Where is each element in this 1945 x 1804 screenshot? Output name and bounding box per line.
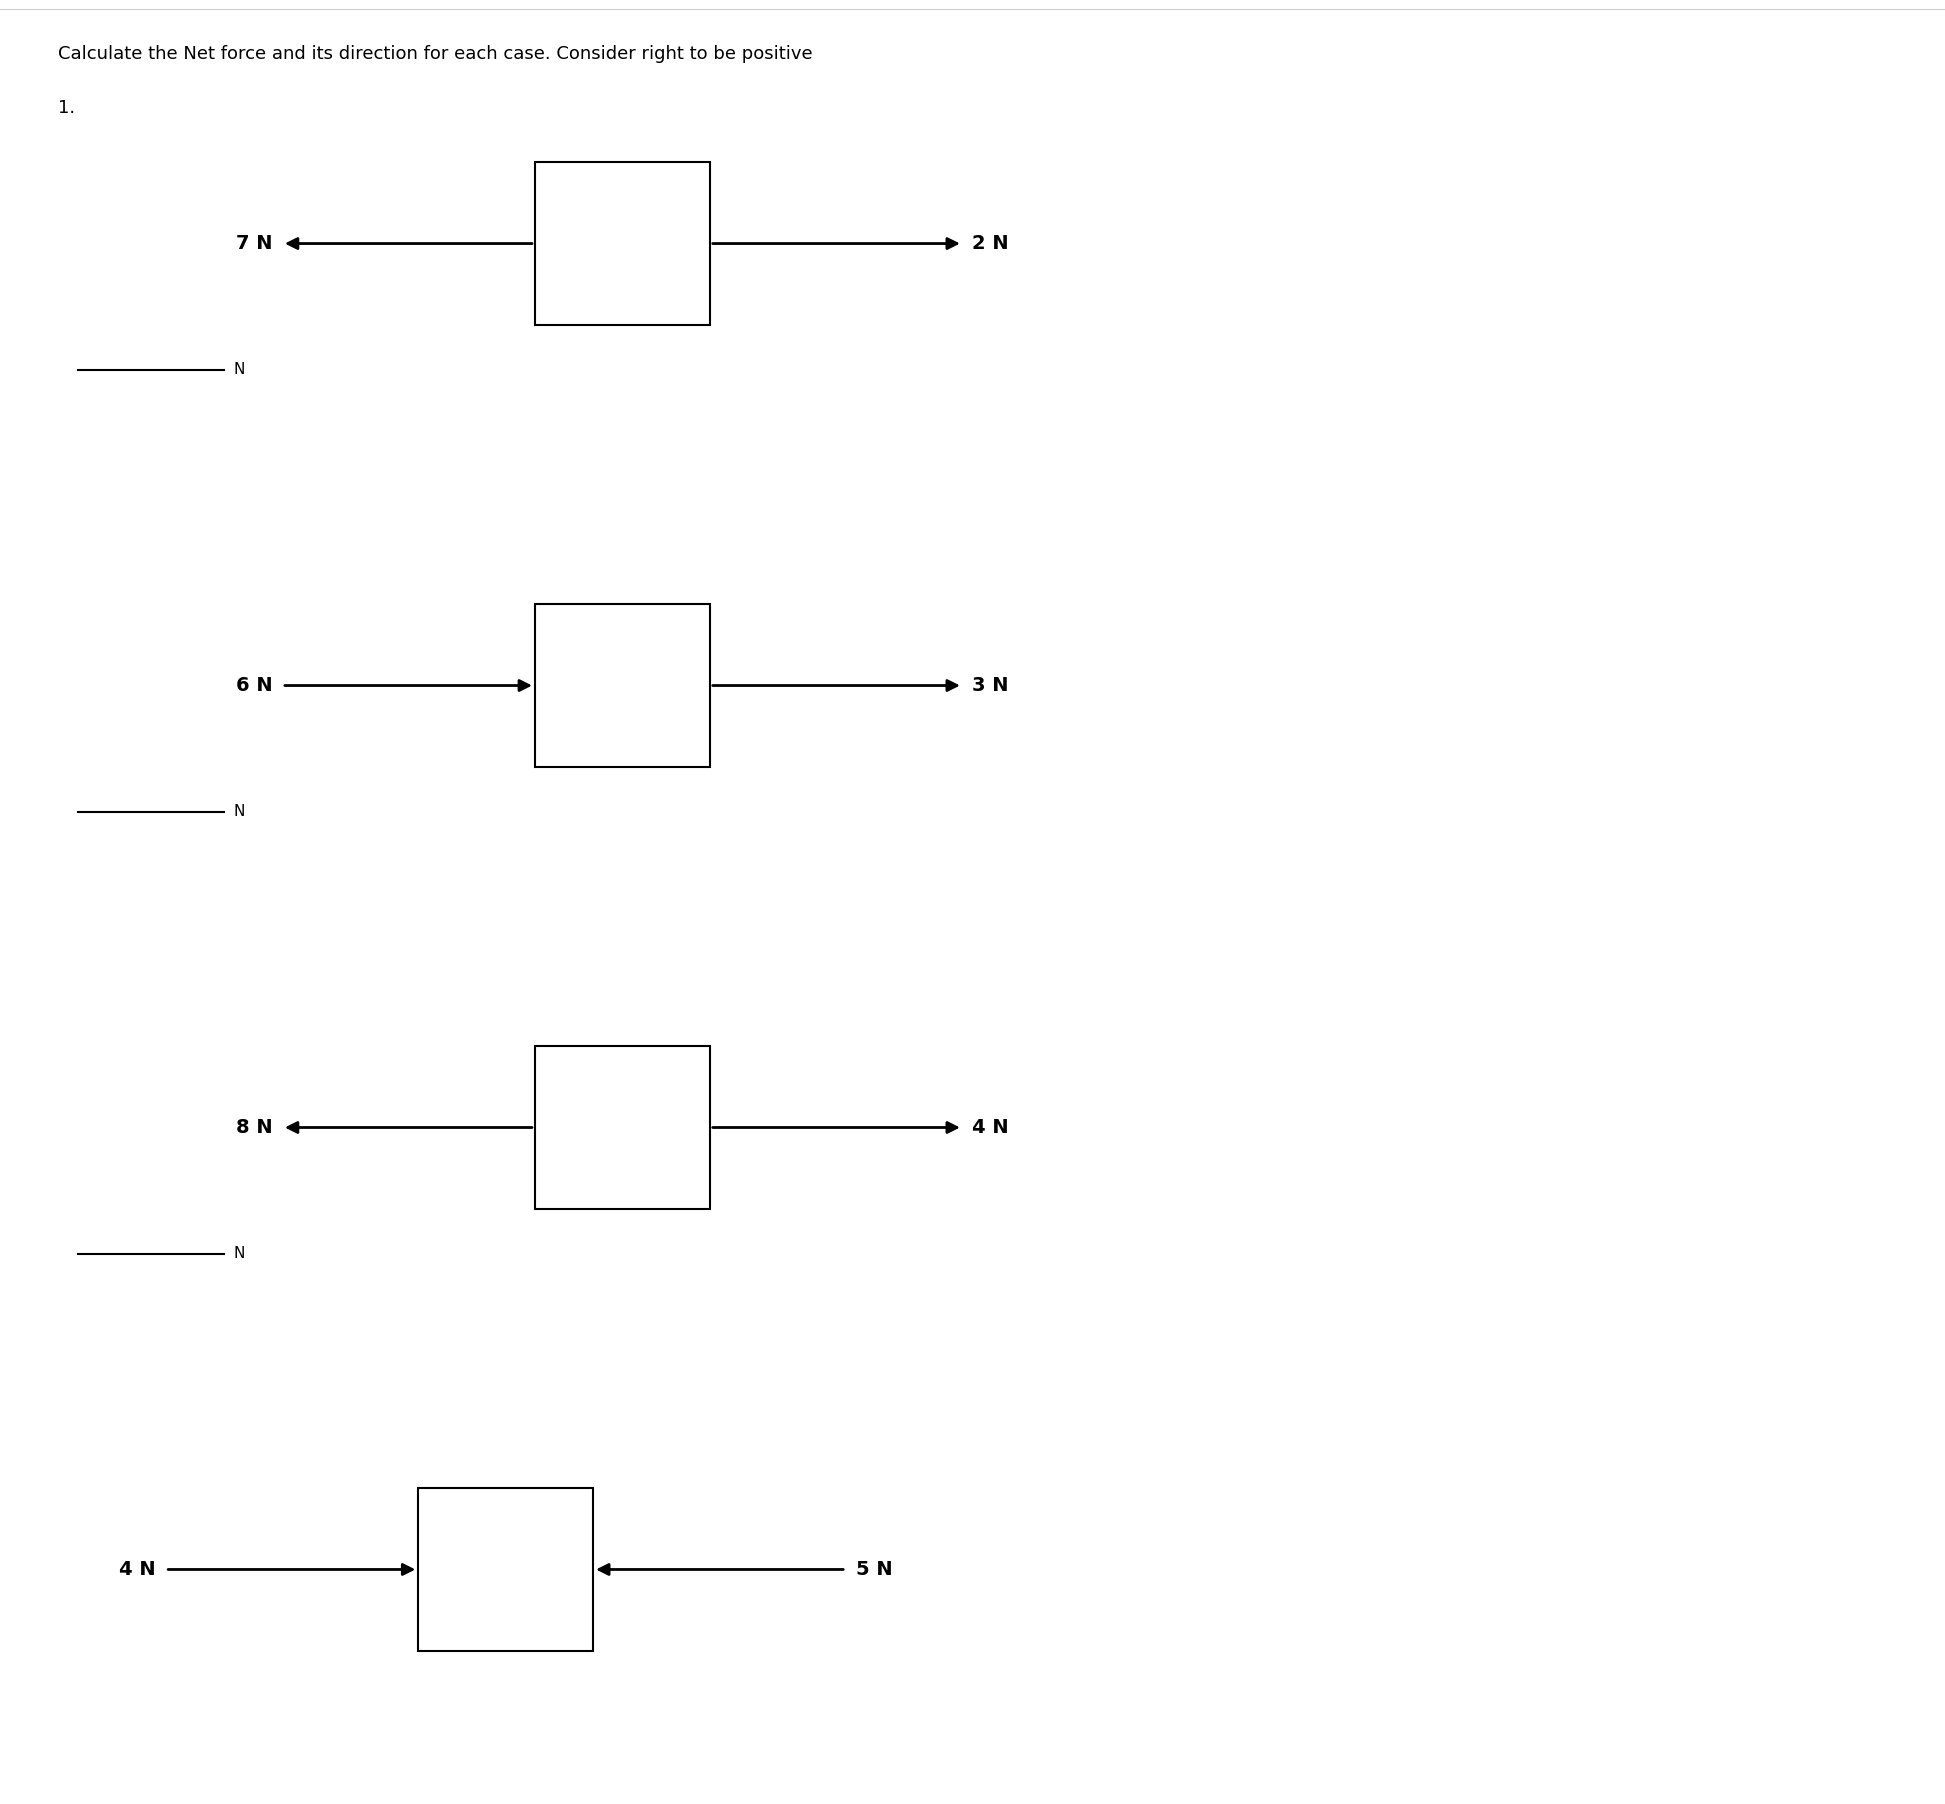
FancyBboxPatch shape bbox=[535, 1046, 710, 1209]
Text: 3 N: 3 N bbox=[972, 676, 1009, 695]
FancyBboxPatch shape bbox=[535, 604, 710, 767]
Text: 5 N: 5 N bbox=[856, 1560, 893, 1578]
Text: 8 N: 8 N bbox=[235, 1118, 272, 1137]
FancyBboxPatch shape bbox=[535, 162, 710, 325]
Text: 2 N: 2 N bbox=[972, 235, 1009, 253]
Text: 6 N: 6 N bbox=[235, 676, 272, 695]
FancyBboxPatch shape bbox=[418, 1488, 593, 1651]
Text: 1.: 1. bbox=[58, 99, 76, 117]
Text: 4 N: 4 N bbox=[972, 1118, 1009, 1137]
Text: N: N bbox=[233, 1247, 245, 1261]
Text: 4 N: 4 N bbox=[119, 1560, 156, 1578]
Text: Calculate the Net force and its direction for each case. Consider right to be po: Calculate the Net force and its directio… bbox=[58, 45, 813, 63]
Text: N: N bbox=[233, 805, 245, 819]
Text: 7 N: 7 N bbox=[235, 235, 272, 253]
Text: N: N bbox=[233, 363, 245, 377]
